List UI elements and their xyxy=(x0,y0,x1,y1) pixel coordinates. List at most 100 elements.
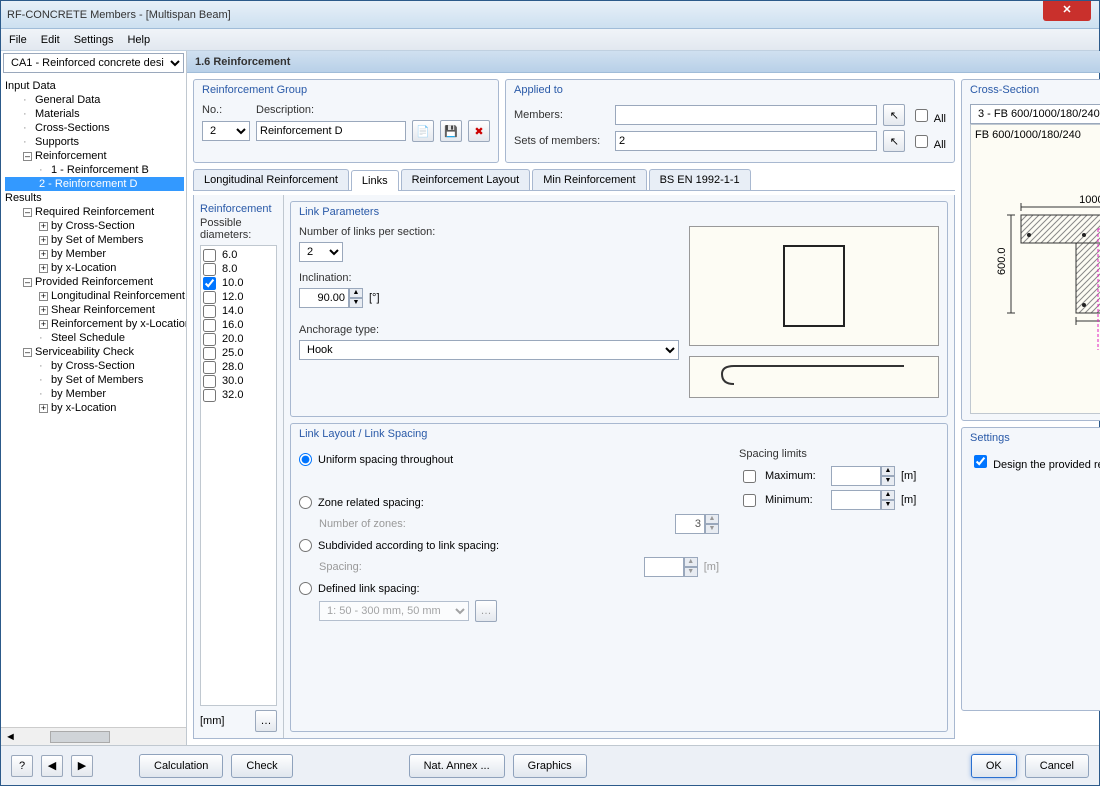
link-parameters-box: Link Parameters Number of links per sect… xyxy=(290,201,948,417)
all-members-check[interactable]: All xyxy=(911,106,946,125)
no-label: No.: xyxy=(202,104,250,116)
inclination-spinner[interactable]: ▲▼ xyxy=(299,288,363,308)
diam-8.0[interactable]: 8.0 xyxy=(203,262,274,276)
new-icon[interactable]: 📄 xyxy=(412,120,434,142)
pick-sets-icon[interactable]: ↖ xyxy=(883,130,905,152)
diam-6.0[interactable]: 6.0 xyxy=(203,248,274,262)
diam-12.0[interactable]: 12.0 xyxy=(203,290,274,304)
tree-serv-by-set[interactable]: ·by Set of Members xyxy=(5,373,184,387)
max-label: Maximum: xyxy=(765,470,825,482)
diam-30.0[interactable]: 30.0 xyxy=(203,374,274,388)
tree-serv-check[interactable]: –Serviceability Check xyxy=(5,345,184,359)
link-layout-title: Link Layout / Link Spacing xyxy=(291,424,947,442)
tree-req-by-cs[interactable]: +by Cross-Section xyxy=(5,219,184,233)
tree-supports[interactable]: ·Supports xyxy=(5,135,184,149)
max-check[interactable] xyxy=(739,467,759,486)
pick-members-icon[interactable]: ↖ xyxy=(883,104,905,126)
tab-layout[interactable]: Reinforcement Layout xyxy=(401,169,531,190)
menu-help[interactable]: Help xyxy=(127,34,150,46)
tree-prov-by-x[interactable]: +Reinforcement by x-Location xyxy=(5,317,184,331)
menu-file[interactable]: File xyxy=(9,34,27,46)
cs-preview: FB 600/1000/180/240 xyxy=(970,124,1100,414)
zone-count-spinner: ▲▼ xyxy=(675,514,719,534)
tree-serv-by-x[interactable]: +by x-Location xyxy=(5,401,184,415)
tab-content: Reinforcement Possible diameters: 6.0 8.… xyxy=(193,195,955,739)
tree-reinf-b[interactable]: ·1 - Reinforcement B xyxy=(5,163,184,177)
design-provided-check[interactable]: Design the provided reinforcement xyxy=(970,459,1100,471)
diam-14.0[interactable]: 14.0 xyxy=(203,304,274,318)
close-button[interactable]: ✕ xyxy=(1043,1,1091,21)
copy-icon[interactable]: 💾 xyxy=(440,120,462,142)
min-check[interactable] xyxy=(739,491,759,510)
reinf-desc-input[interactable] xyxy=(256,121,406,141)
diam-16.0[interactable]: 16.0 xyxy=(203,318,274,332)
tree-results[interactable]: Results xyxy=(5,191,184,205)
reinf-panel-title: Reinforcement xyxy=(200,201,277,217)
radio-defined[interactable]: Defined link spacing: xyxy=(299,582,719,595)
link-section-preview xyxy=(689,226,939,346)
tree-reinf-d[interactable]: 2 - Reinforcement D xyxy=(5,177,184,191)
tree-materials[interactable]: ·Materials xyxy=(5,107,184,121)
defined-spacing-combo: 1: 50 - 300 mm, 50 mm xyxy=(319,601,469,621)
delete-icon[interactable]: ✖ xyxy=(468,120,490,142)
case-combo[interactable]: CA1 - Reinforced concrete desig xyxy=(3,53,184,73)
num-links-combo[interactable]: 2 xyxy=(299,242,343,262)
tree-cross-sections[interactable]: ·Cross-Sections xyxy=(5,121,184,135)
tree-req-by-x[interactable]: +by x-Location xyxy=(5,261,184,275)
tree-req-by-set[interactable]: +by Set of Members xyxy=(5,233,184,247)
tab-min-reinf[interactable]: Min Reinforcement xyxy=(532,169,646,190)
tree-prov-shear[interactable]: +Shear Reinforcement xyxy=(5,303,184,317)
tab-longitudinal[interactable]: Longitudinal Reinforcement xyxy=(193,169,349,190)
cs-combo[interactable]: 3 - FB 600/1000/180/240 xyxy=(970,104,1100,124)
all-sets-check[interactable]: All xyxy=(911,132,946,151)
tree-required-reinf[interactable]: –Required Reinforcement xyxy=(5,205,184,219)
inclination-label: Inclination: xyxy=(299,272,679,284)
diam-edit-icon[interactable]: … xyxy=(255,710,277,732)
tree-serv-by-cs[interactable]: ·by Cross-Section xyxy=(5,359,184,373)
tree-prov-long[interactable]: +Longitudinal Reinforcement xyxy=(5,289,184,303)
link-layout-box: Link Layout / Link Spacing Uniform spaci… xyxy=(290,423,948,732)
menu-settings[interactable]: Settings xyxy=(74,34,114,46)
diam-20.0[interactable]: 20.0 xyxy=(203,332,274,346)
nat-annex-button[interactable]: Nat. Annex ... xyxy=(409,754,505,778)
diam-25.0[interactable]: 25.0 xyxy=(203,346,274,360)
tree-serv-by-member[interactable]: ·by Member xyxy=(5,387,184,401)
next-icon[interactable]: ▶ xyxy=(71,755,93,777)
diam-32.0[interactable]: 32.0 xyxy=(203,388,274,402)
tree-hscroll[interactable]: ◄ xyxy=(1,727,186,745)
menu-edit[interactable]: Edit xyxy=(41,34,60,46)
radio-uniform[interactable]: Uniform spacing throughout xyxy=(299,453,719,466)
reinforcement-group-box: Reinforcement Group No.: Description: 2 … xyxy=(193,79,499,163)
help-icon[interactable]: ? xyxy=(11,755,33,777)
prev-icon[interactable]: ◀ xyxy=(41,755,63,777)
page-title: 1.6 Reinforcement xyxy=(187,51,1100,73)
titlebar: RF-CONCRETE Members - [Multispan Beam] ✕ xyxy=(1,1,1099,29)
tree-general-data[interactable]: ·General Data xyxy=(5,93,184,107)
diam-28.0[interactable]: 28.0 xyxy=(203,360,274,374)
navigator-pane: CA1 - Reinforced concrete desig Input Da… xyxy=(1,51,187,745)
tree-req-by-member[interactable]: +by Member xyxy=(5,247,184,261)
members-input[interactable] xyxy=(615,105,877,125)
calculation-button[interactable]: Calculation xyxy=(139,754,223,778)
tree-input-data[interactable]: Input Data xyxy=(5,79,184,93)
diameter-list[interactable]: 6.0 8.0 10.0 12.0 14.0 16.0 20.0 25.0 28… xyxy=(200,245,277,706)
anchorage-combo[interactable]: Hook xyxy=(299,340,679,360)
cancel-button[interactable]: Cancel xyxy=(1025,754,1089,778)
ok-button[interactable]: OK xyxy=(971,754,1017,778)
tree-provided-reinf[interactable]: –Provided Reinforcement xyxy=(5,275,184,289)
tree-steel-schedule[interactable]: ·Steel Schedule xyxy=(5,331,184,345)
tab-links[interactable]: Links xyxy=(351,170,399,191)
radio-subdivided[interactable]: Subdivided according to link spacing: xyxy=(299,539,719,552)
sets-input[interactable] xyxy=(615,131,877,151)
nav-tree[interactable]: Input Data ·General Data ·Materials ·Cro… xyxy=(1,77,186,727)
tab-en1992[interactable]: BS EN 1992-1-1 xyxy=(649,169,751,190)
check-button[interactable]: Check xyxy=(231,754,292,778)
radio-zone[interactable]: Zone related spacing: xyxy=(299,496,719,509)
diam-10.0[interactable]: 10.0 xyxy=(203,276,274,290)
graphics-button[interactable]: Graphics xyxy=(513,754,587,778)
menubar: File Edit Settings Help xyxy=(1,29,1099,51)
anchorage-label: Anchorage type: xyxy=(299,324,679,336)
reinf-no-combo[interactable]: 2 xyxy=(202,121,250,141)
tree-reinforcement[interactable]: –Reinforcement xyxy=(5,149,184,163)
diameter-panel: Reinforcement Possible diameters: 6.0 8.… xyxy=(194,195,284,738)
